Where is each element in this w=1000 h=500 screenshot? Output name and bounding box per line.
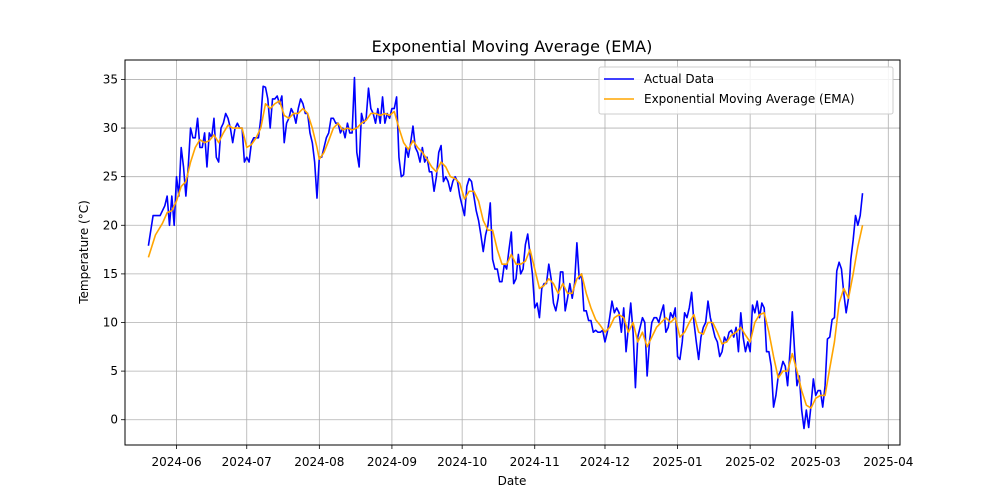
- y-tick-label: 5: [110, 364, 118, 378]
- legend-box: [598, 66, 894, 115]
- legend: Actual Data Exponential Moving Average (…: [598, 66, 894, 115]
- series-line-ema: [147, 100, 864, 409]
- series-line-actual-data: [147, 76, 864, 430]
- y-tick-label: 10: [103, 316, 118, 330]
- legend-label-actual-data: Actual Data: [644, 72, 714, 86]
- x-axis-label: Date: [498, 474, 527, 488]
- tick-layer: 2024-06 2024-07 2024-08 2024-09 2024-10 2024-…: [103, 72, 914, 469]
- plot-area-frame: [124, 59, 901, 446]
- y-tick-label: 0: [110, 413, 118, 427]
- x-tick-label: 2024-07: [222, 455, 272, 469]
- y-tick-label: 25: [103, 170, 118, 184]
- series-layer: [147, 76, 864, 430]
- x-tick-label: 2025-01: [652, 455, 702, 469]
- legend-label-ema: Exponential Moving Average (EMA): [644, 92, 855, 106]
- chart-title: Exponential Moving Average (EMA): [372, 37, 653, 56]
- y-tick-label: 20: [103, 218, 118, 232]
- x-tick-label: 2024-10: [437, 455, 487, 469]
- x-tick-label: 2025-02: [725, 455, 775, 469]
- x-tick-label: 2024-09: [367, 455, 417, 469]
- x-tick-label: 2025-04: [863, 455, 913, 469]
- y-tick-label: 30: [103, 121, 118, 135]
- x-tick-label: 2024-06: [151, 455, 201, 469]
- x-tick-label: 2024-11: [510, 455, 560, 469]
- x-tick-label: 2025-03: [791, 455, 841, 469]
- y-tick-label: 35: [103, 72, 118, 86]
- y-tick-label: 15: [103, 267, 118, 281]
- y-axis-label: Temperature (°C): [77, 200, 91, 305]
- x-tick-label: 2024-08: [294, 455, 344, 469]
- x-tick-label: 2024-12: [580, 455, 630, 469]
